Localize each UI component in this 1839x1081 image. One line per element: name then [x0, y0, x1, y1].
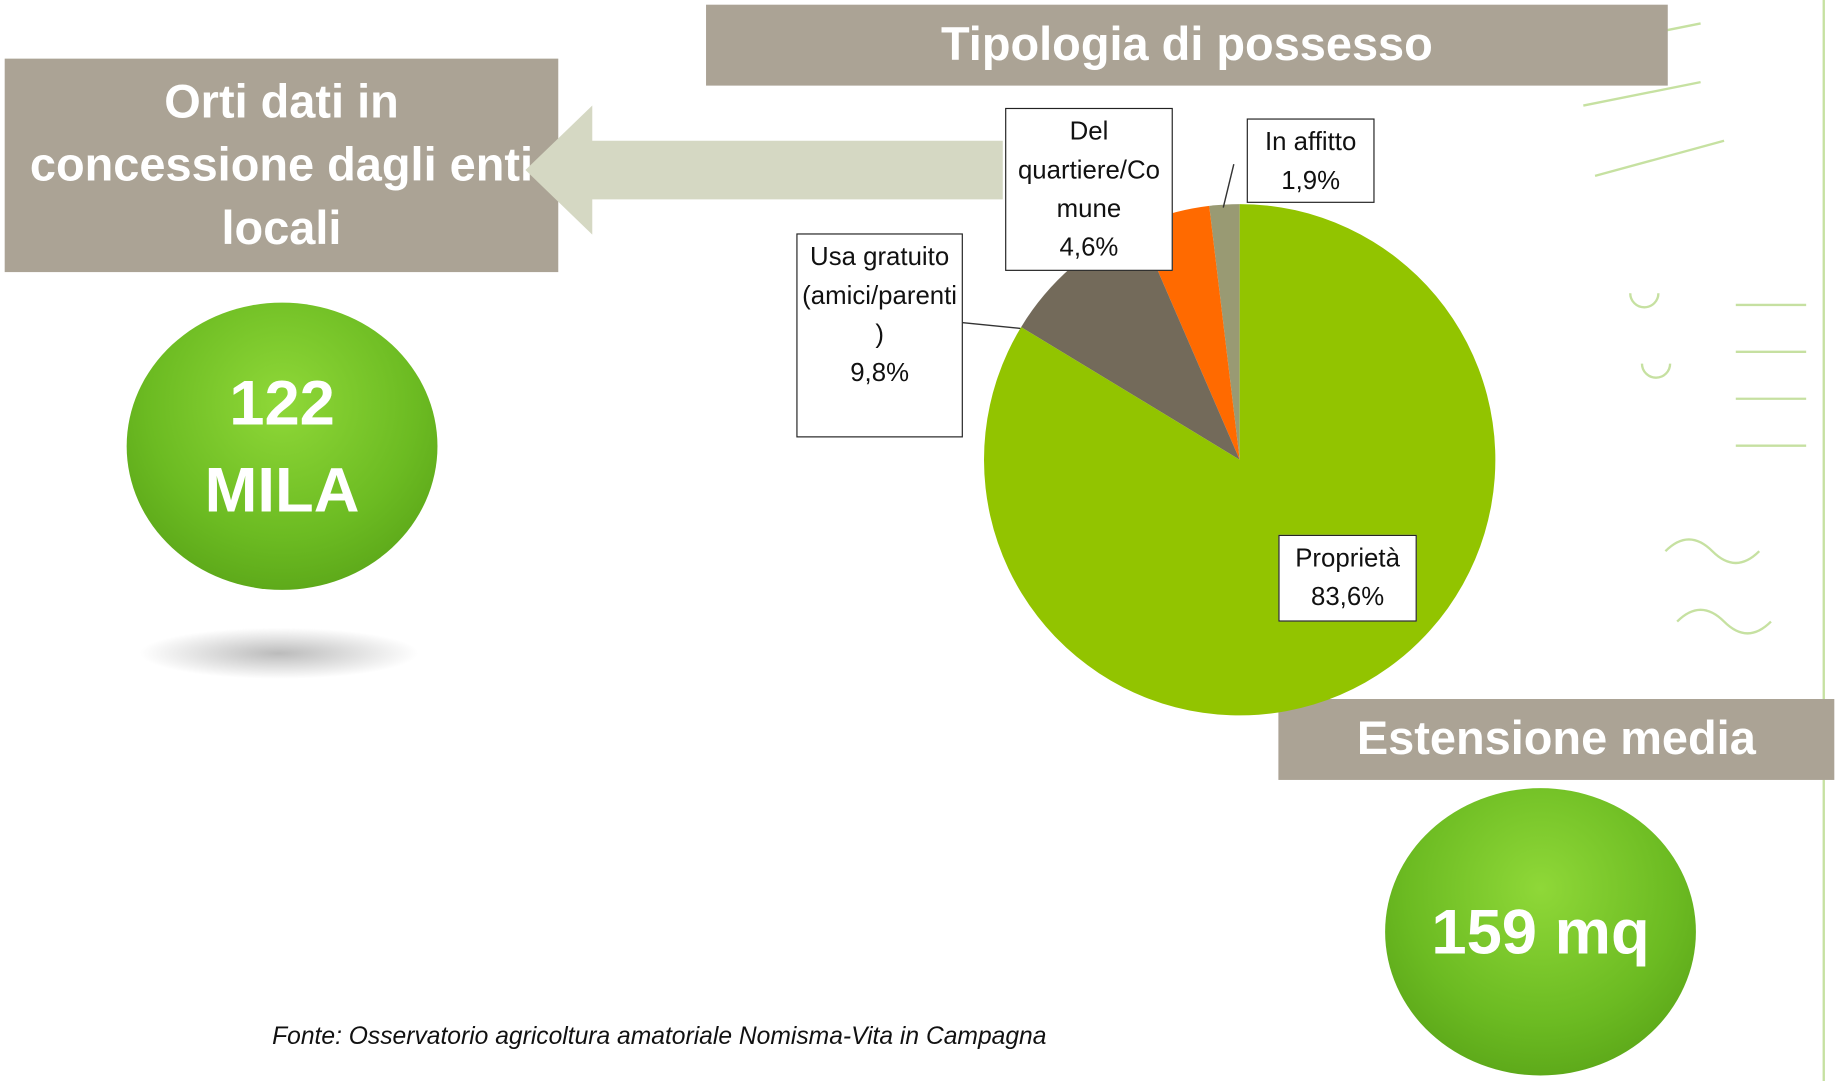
left-value: 122 MILA — [126, 302, 438, 590]
arrow — [525, 105, 1003, 235]
shadow — [138, 627, 420, 680]
chart-title: Tipologia di possesso — [706, 4, 1668, 86]
pie-slice — [1209, 204, 1240, 460]
source: Fonte: Osservatorio agricoltura amatoria… — [272, 1022, 1047, 1050]
slice-label: Usa gratuito (amici/parenti) 9,8% — [796, 233, 963, 438]
leader-line — [961, 321, 1021, 330]
right-value: 159 mq — [1385, 788, 1696, 1076]
slice-label: Del quartiere/Comune 4,6% — [1005, 107, 1173, 271]
slice-name: Proprietà — [1295, 543, 1400, 573]
left-title: Orti dati in concessione dagli enti loca… — [4, 58, 559, 273]
slice-name: Usa gratuito (amici/parenti) — [802, 241, 958, 349]
slice-value: 83,6% — [1310, 581, 1385, 612]
slice-value: 4,6% — [1059, 232, 1119, 262]
slice-label: In affitto 1,9% — [1246, 118, 1375, 203]
leader-line — [1222, 164, 1235, 208]
right-title: Estensione media — [1278, 699, 1835, 780]
slice-name: In affitto — [1264, 126, 1357, 156]
slice-label: Proprietà 83,6% — [1278, 534, 1417, 622]
slice-value: 1,9% — [1281, 165, 1341, 195]
pie-slice — [1021, 225, 1240, 460]
slice-name: Del quartiere/Comune — [1017, 116, 1160, 223]
slice-value: 9,8% — [850, 357, 910, 388]
